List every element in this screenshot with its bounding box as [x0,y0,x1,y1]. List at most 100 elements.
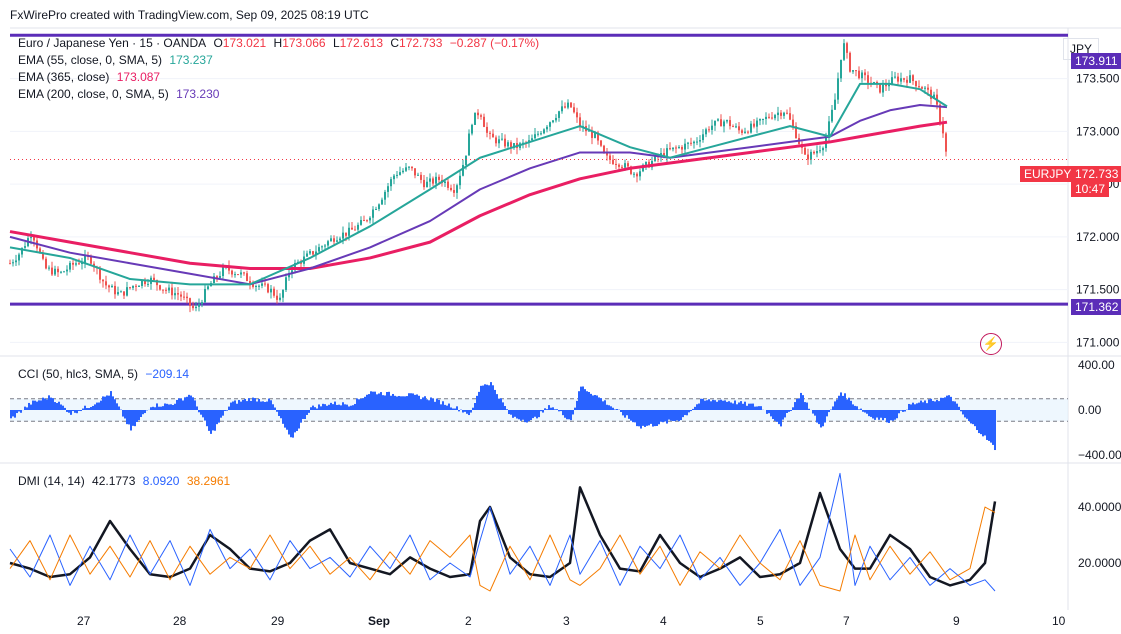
lightning-icon[interactable]: ⚡ [980,333,1002,355]
ema200-value: 173.230 [176,87,220,101]
cci-bar [198,410,200,413]
cci-bar [592,395,594,410]
cci-bar [306,410,308,415]
cci-bar [456,406,458,410]
cci-bar [254,398,256,410]
cci-label: CCI (50, hlc3, SMA, 5) [18,367,139,381]
cci-bar [430,397,432,410]
cci-bar [168,404,170,410]
candle-body [144,280,146,285]
candle-body [243,272,245,274]
candle-body [627,163,629,167]
cci-bar [562,410,564,416]
candle-body [198,304,200,307]
cci-bar [622,410,624,416]
cci-bar [716,401,718,410]
candle-body [606,153,608,156]
candle-body [228,266,230,271]
cci-bar [742,403,744,410]
cci-bar [954,401,956,410]
cci-bar [758,406,760,410]
cci-bar [176,399,178,410]
candle-body [858,70,860,79]
cci-bar [16,410,18,414]
cci-bar [968,410,970,422]
cci-bar [490,382,492,410]
cci-bar [804,402,806,410]
cci-bar [928,399,930,410]
candle-body [285,277,287,290]
cci-bar [880,410,882,418]
high-label: H [273,36,283,50]
cci-bar [122,410,124,417]
cci-bar [558,410,560,412]
candle-body [231,270,233,275]
cci-bar [500,398,502,410]
cci-bar [956,403,958,410]
candle-body [378,204,380,210]
candle-body [342,232,344,239]
cci-bar [426,399,428,410]
candle-body [159,285,161,290]
cci-bar [382,395,384,410]
candle-body [906,79,908,83]
cci-bar [478,391,480,410]
cci-bar [698,403,700,410]
cci-bar [98,402,100,410]
chart-credit: FxWirePro created with TradingView.com, … [10,8,369,22]
cci-bar [218,410,220,423]
cci-bar [60,404,62,410]
cci-bar [304,410,306,419]
cci-bar [158,406,160,410]
candle-body [915,81,917,87]
candle-body [207,286,209,289]
cci-bar [510,410,512,415]
candle-body [867,75,869,83]
cci-bar [302,410,304,419]
cci-bar [676,410,678,421]
cci-bar [690,410,692,412]
cci-bar [524,410,526,423]
candle-body [702,134,704,141]
cci-bar [628,410,630,419]
candle-body [174,293,176,296]
candle-body [726,120,728,122]
candle-body [42,252,44,259]
cci-bar [454,408,456,410]
cci-bar [864,410,866,413]
candle-body [819,150,821,152]
candle-body [576,112,578,118]
candle-body [843,43,845,60]
x-tick-label: 4 [660,614,667,628]
cci-bar [228,406,230,410]
cci-bar [814,410,816,416]
x-tick-label: 2 [465,614,472,628]
cci-bar [482,385,484,410]
cci-bar [274,407,276,410]
cci-bar [332,404,334,410]
x-tick-label: 5 [757,614,764,628]
cci-bar [196,406,198,410]
candle-body [945,133,947,152]
cci-bar [784,410,786,418]
cci-bar [46,399,48,410]
candle-body [276,295,278,300]
candle-body [141,280,143,286]
cci-bar [922,402,924,410]
open-label: O [213,36,223,50]
candle-body [621,166,623,168]
cci-bar [916,403,918,410]
cci-bar [286,410,288,430]
cci-bar [468,410,470,416]
cci-bar [322,403,324,410]
cci-bar [152,406,154,410]
cci-bar [768,410,770,414]
candle-body [768,116,770,118]
cci-bar [318,404,320,410]
candle-body [126,287,128,296]
candle-body [90,256,92,264]
y-tick-label: 172.000 [1076,230,1120,244]
cci-bar [294,410,296,433]
cci-bar [244,398,246,410]
cci-bar [446,405,448,410]
